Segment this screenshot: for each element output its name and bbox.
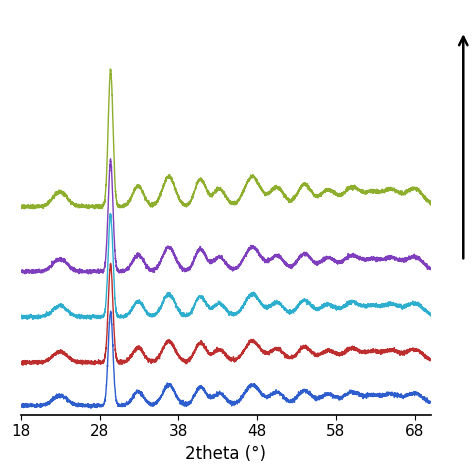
X-axis label: 2theta (°): 2theta (°) — [185, 445, 266, 463]
